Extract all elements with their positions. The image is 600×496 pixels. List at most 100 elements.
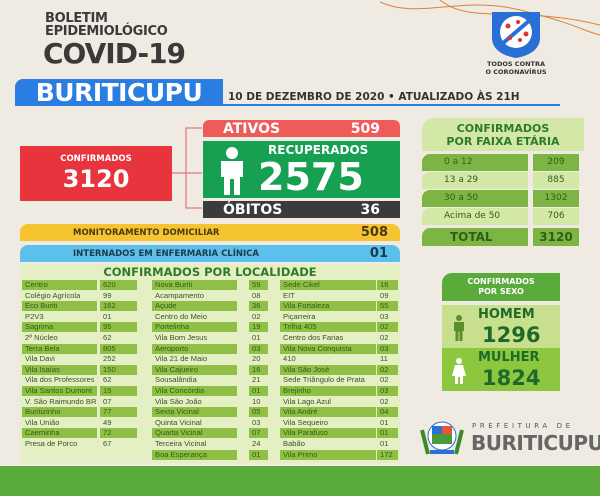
locality-row: Sexta Vicinal 05 [20, 407, 400, 418]
locality-name: 410 [283, 354, 296, 364]
locality-name: Caeminha [22, 428, 97, 439]
locality-count: 172 [377, 449, 398, 460]
female-card: MULHER 1824 [442, 348, 560, 391]
locality-name: Portelinha [152, 322, 237, 333]
locality-count: 72 [100, 428, 137, 439]
locality-row: Terceira Vicinal 24 [20, 439, 400, 449]
locality-row: Vila Isaías 150 [20, 364, 400, 375]
age-panel-header: CONFIRMADOS POR FAIXA ETÁRIA [422, 118, 584, 151]
locality-count: 01 [377, 428, 398, 439]
sex-panel-header: CONFIRMADOS POR SEXO [442, 273, 560, 301]
sex-title1: CONFIRMADOS [467, 277, 535, 286]
age-count: 885 [533, 172, 579, 189]
locality-row: EIT 09 [20, 291, 400, 301]
locality-row: Vila Primo 172 [20, 449, 400, 460]
age-row: 0 a 12 209 [422, 154, 584, 171]
female-label: MULHER [478, 350, 540, 365]
locality-count: 01 [380, 439, 389, 448]
home-value: 508 [360, 225, 388, 240]
locality-name: Vila André [280, 407, 376, 418]
age-range: Acima de 50 [422, 208, 528, 225]
locality-row: P2V3 01 [20, 312, 400, 322]
hosp-value: 01 [369, 246, 388, 261]
locality-name: Vila Primo [280, 449, 376, 460]
locality-row: Vila Santos Dumont 15 [20, 386, 400, 396]
person-icon [221, 147, 243, 195]
locality-count: 02 [380, 396, 389, 406]
locality-count: 02 [377, 364, 398, 375]
female-value: 1824 [482, 366, 541, 390]
age-count: 209 [533, 154, 579, 171]
locality-name: Terceira Vicinal [155, 439, 207, 448]
locality-name: Trilha 405 [280, 322, 376, 333]
locality-count: 24 [252, 439, 261, 448]
locality-name: Terra Bela [22, 343, 97, 354]
locality-count: 11 [380, 354, 388, 364]
locality-row: Vila André 04 [20, 407, 400, 418]
recovered-value: 2575 [258, 155, 364, 199]
age-row: Acima de 50 706 [422, 208, 584, 225]
locality-name: Vila 21 de Maio [155, 354, 208, 364]
locality-name: Quinta Vicinal [155, 417, 202, 427]
locality-count: 05 [249, 407, 268, 418]
locality-row: Vila Sequeiro 01 [20, 418, 400, 428]
locality-name: Vila Bom Jesus [155, 333, 208, 342]
locality-row: Vila Fortaleza 55 [20, 301, 400, 312]
locality-count: 19 [249, 322, 268, 333]
locality-count: 01 [252, 333, 261, 342]
locality-name: Vila Parafuso [280, 428, 376, 439]
male-card: HOMEM 1296 [442, 305, 560, 348]
locality-row: Vila Lago Azul 02 [20, 397, 400, 407]
locality-row: Sousalândia 21 [20, 375, 400, 385]
locality-row: Vila São João 10 [20, 397, 400, 407]
virus-shield-icon [492, 12, 540, 58]
locality-name: Centro [22, 280, 97, 290]
locality-name: Vila São José [280, 364, 376, 375]
locality-count: 04 [377, 407, 398, 418]
locality-row: Vila São José 02 [20, 364, 400, 375]
locality-count: 09 [380, 290, 389, 300]
locality-count: 03 [377, 343, 398, 354]
locality-row: Eco Buriti 162 [20, 301, 400, 312]
locality-count: 77 [100, 407, 137, 418]
locality-count: 10 [252, 396, 261, 406]
locality-name: Buritizinho [22, 407, 97, 418]
locality-row: Boa Esperança 01 [20, 449, 400, 460]
locality-count: 805 [100, 343, 137, 354]
locality-name: Vila Sequeiro [283, 417, 329, 427]
locality-count: 20 [252, 354, 261, 364]
confirmed-label: CONFIRMADOS [60, 154, 132, 164]
locality-count: 02 [380, 375, 389, 385]
locality-count: 03 [377, 386, 398, 396]
male-value: 1296 [482, 323, 541, 347]
locality-count: 67 [103, 439, 112, 448]
locality-row: Trilha 405 02 [20, 322, 400, 333]
active-label: ATIVOS [223, 120, 281, 137]
locality-count: 59 [249, 280, 268, 290]
locality-name: Eco Buriti [22, 301, 97, 312]
locality-count: 150 [100, 364, 137, 375]
age-total-row: TOTAL 3120 [422, 228, 584, 246]
age-title2: POR FAIXA ETÁRIA [446, 135, 560, 148]
locality-name: Sede Cikel [280, 280, 376, 290]
locality-title: CONFIRMADOS POR LOCALIDADE [103, 265, 317, 279]
locality-count: 03 [252, 417, 261, 427]
locality-row: Sagrima 95 [20, 322, 400, 333]
locality-name: Vila Santos Dumont [22, 386, 97, 396]
locality-row: Babão 01 [20, 439, 400, 449]
locality-count: 162 [100, 301, 137, 312]
locality-row: Vila União 49 [20, 418, 400, 428]
locality-name: Sousalândia [155, 375, 197, 385]
locality-count: 49 [103, 417, 112, 427]
date-text: 10 DE DEZEMBRO DE 2020 • ATUALIZADO ÀS 2… [228, 91, 520, 103]
locality-count: 36 [249, 301, 268, 312]
locality-name: Vila Nova Conquista [280, 343, 376, 354]
hosp-label: INTERNADOS EM ENFERMARIA CLÍNICA [73, 248, 259, 259]
sex-title2: POR SEXO [478, 287, 524, 296]
locality-row: Portelinha 19 [20, 322, 400, 333]
locality-count: 16 [249, 364, 268, 375]
locality-name: Vila Concórdia [152, 386, 237, 396]
home-monitoring-bar: MONITORAMENTO DOMICILIAR 508 [20, 224, 400, 241]
campaign-line2: O CORONAVÍRUS [485, 68, 547, 76]
locality-name: Presa de Porco [25, 439, 78, 448]
